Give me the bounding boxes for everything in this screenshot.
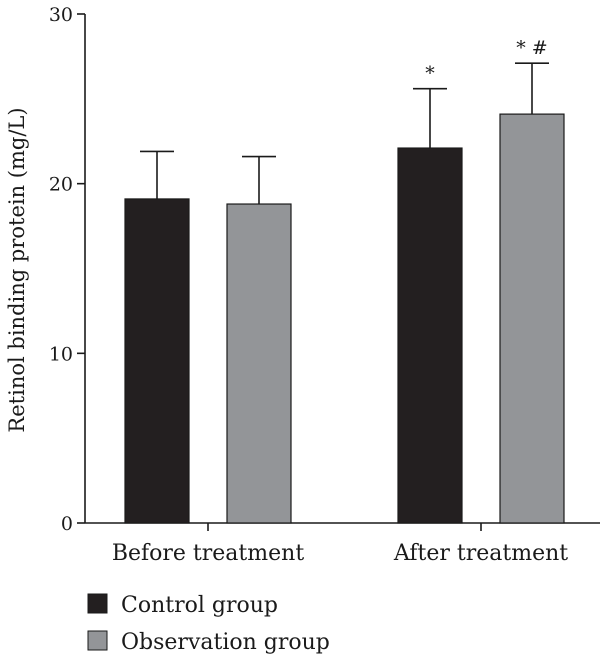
y-tick-label: 20 bbox=[49, 174, 73, 196]
y-axis-title: Retinol binding protein (mg/L) bbox=[5, 107, 29, 432]
error-bars bbox=[140, 62, 549, 205]
x-category-label: Before treatment bbox=[112, 541, 304, 566]
significance-marker: * bbox=[425, 63, 435, 85]
y-tick-label: 30 bbox=[49, 4, 73, 26]
bar bbox=[397, 147, 463, 524]
legend-swatch bbox=[87, 630, 108, 651]
bar bbox=[124, 198, 190, 524]
legend-label: Observation group bbox=[121, 630, 330, 655]
bar bbox=[499, 113, 565, 524]
significance-annotations: * * # bbox=[425, 37, 547, 84]
significance-marker: * # bbox=[516, 37, 547, 59]
legend-label: Control group bbox=[121, 593, 278, 618]
bar bbox=[226, 203, 292, 524]
legend-swatch bbox=[87, 593, 108, 614]
y-tick-label: 0 bbox=[61, 513, 73, 535]
bars bbox=[124, 113, 565, 524]
legend: Control group Observation group bbox=[87, 593, 330, 655]
y-tick-label: 10 bbox=[49, 343, 73, 365]
x-category-label: After treatment bbox=[393, 541, 568, 566]
